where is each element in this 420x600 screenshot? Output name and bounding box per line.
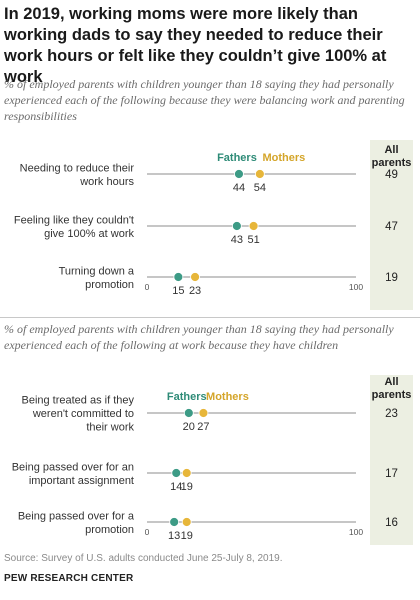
chart2-all-parents-value-2: 16 xyxy=(385,517,398,529)
chart1-mothers-value-1: 51 xyxy=(247,234,259,246)
chart1-category-label-1-1: give 100% at work xyxy=(44,228,134,240)
chart2-xtick-0: 0 xyxy=(145,527,150,537)
chart-title: In 2019, working moms were more likely t… xyxy=(4,5,387,86)
chart1-mothers-dot-2 xyxy=(190,272,200,282)
chart2-fathers-dot-1 xyxy=(171,468,182,478)
chart2-category-label-0-2: their work xyxy=(86,422,134,434)
chart2-legend-fathers: Fathers xyxy=(167,391,207,403)
chart2-mothers-value-1: 19 xyxy=(181,481,193,493)
chart2-mothers-dot-0 xyxy=(198,408,209,418)
chart2-xtick-100: 100 xyxy=(349,527,363,537)
chart1-all-parents-header-line2: parents xyxy=(372,157,412,169)
chart2-legend-mothers: Mothers xyxy=(206,391,249,403)
chart1-category-label-2-0: Turning down a xyxy=(59,265,135,277)
chart1-fathers-dot-2 xyxy=(173,272,184,282)
chart1-category-label-0-1: work hours xyxy=(79,176,134,188)
chart2-mothers-value-2: 19 xyxy=(181,530,193,542)
chart1-fathers-dot-1 xyxy=(231,221,242,231)
organization-name: PEW RESEARCH CENTER xyxy=(4,573,134,584)
chart2-fathers-value-0: 20 xyxy=(183,421,195,433)
chart1-legend-fathers: Fathers xyxy=(217,152,257,164)
chart2-all-parents-header-line1: All xyxy=(384,376,398,388)
chart1-all-parents-value-1: 47 xyxy=(385,221,398,233)
chart1-category-label-1-0: Feeling like they couldn't xyxy=(14,214,134,226)
chart2-category-label-2-1: promotion xyxy=(85,524,134,536)
chart2-category-label-1-0: Being passed over for an xyxy=(12,461,134,473)
chart1-fathers-value-2: 15 xyxy=(172,285,184,297)
chart1-category-label-2-1: promotion xyxy=(85,279,134,291)
chart2-category-label-0-0: Being treated as if they xyxy=(21,395,134,407)
chart1-xtick-100: 100 xyxy=(349,282,363,292)
chart2-category-label-2-0: Being passed over for a xyxy=(18,510,135,522)
chart1-all-parents-column xyxy=(370,140,413,310)
source-note: Source: Survey of U.S. adults conducted … xyxy=(4,553,283,564)
chart2-fathers-value-2: 13 xyxy=(168,530,180,542)
chart1-fathers-value-0: 44 xyxy=(233,182,245,194)
chart2-mothers-dot-1 xyxy=(181,468,192,478)
chart2-all-parents-header-line2: parents xyxy=(372,389,412,401)
chart2-fathers-value-1: 14 xyxy=(170,481,182,493)
chart1-all-parents-value-0: 49 xyxy=(385,169,398,181)
chart2-fathers-dot-2 xyxy=(169,517,180,527)
chart1-mothers-dot-1 xyxy=(248,221,259,231)
chart2-subtitle: % of employed parents with children youn… xyxy=(4,322,394,352)
chart1-subtitle: % of employed parents with children youn… xyxy=(4,77,405,123)
chart1-category-label-0-0: Needing to reduce their xyxy=(20,162,135,174)
chart1-legend-mothers: Mothers xyxy=(262,152,305,164)
chart1-mothers-dot-0 xyxy=(254,169,265,179)
chart1-all-parents-header-line1: All xyxy=(384,144,398,156)
chart2-fathers-dot-0 xyxy=(183,408,194,418)
chart1-mothers-value-2: 23 xyxy=(189,285,201,297)
chart1-fathers-dot-0 xyxy=(234,169,244,179)
chart2-all-parents-value-1: 17 xyxy=(385,468,398,480)
chart1-xtick-0: 0 xyxy=(145,282,150,292)
chart1-fathers-value-1: 43 xyxy=(231,234,243,246)
chart2-category-label-0-1: weren't committed to xyxy=(32,408,134,420)
section-divider xyxy=(0,317,420,318)
chart2-mothers-dot-2 xyxy=(181,517,192,527)
chart2-all-parents-column xyxy=(370,375,413,545)
chart1-all-parents-value-2: 19 xyxy=(385,272,398,284)
chart2-category-label-1-1: important assignment xyxy=(29,475,134,487)
chart1-mothers-value-0: 54 xyxy=(254,182,266,194)
chart2-all-parents-value-0: 23 xyxy=(385,408,398,420)
chart2-mothers-value-0: 27 xyxy=(197,421,209,433)
